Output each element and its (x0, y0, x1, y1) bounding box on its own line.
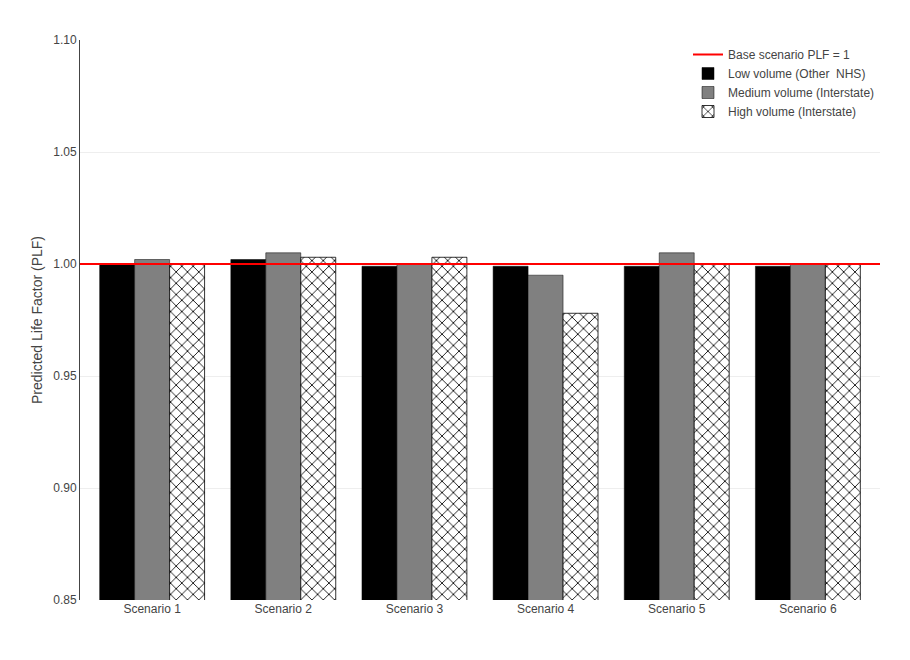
svg-text:0.90: 0.90 (53, 481, 77, 495)
svg-text:Scenario 5: Scenario 5 (648, 602, 706, 616)
svg-text:Scenario 2: Scenario 2 (255, 602, 313, 616)
svg-text:High volume (Interstate): High volume (Interstate) (728, 105, 856, 119)
svg-text:Scenario 3: Scenario 3 (386, 602, 444, 616)
svg-text:1.00: 1.00 (53, 257, 77, 271)
svg-text:Base scenario PLF = 1: Base scenario PLF = 1 (728, 48, 850, 62)
svg-text:1.10: 1.10 (53, 33, 77, 47)
svg-text:Medium volume (Interstate): Medium volume (Interstate) (728, 86, 874, 100)
svg-text:0.85: 0.85 (53, 593, 77, 607)
svg-text:0.95: 0.95 (53, 369, 77, 383)
svg-text:1.05: 1.05 (53, 145, 77, 159)
svg-text:Low volume (Other NHS): Low volume (Other NHS) (728, 67, 865, 81)
svg-text:Scenario 4: Scenario 4 (517, 602, 575, 616)
svg-text:Scenario 1: Scenario 1 (123, 602, 181, 616)
svg-text:Predicted Life Factor (PLF): Predicted Life Factor (PLF) (29, 236, 45, 404)
svg-text:Scenario 6: Scenario 6 (779, 602, 837, 616)
